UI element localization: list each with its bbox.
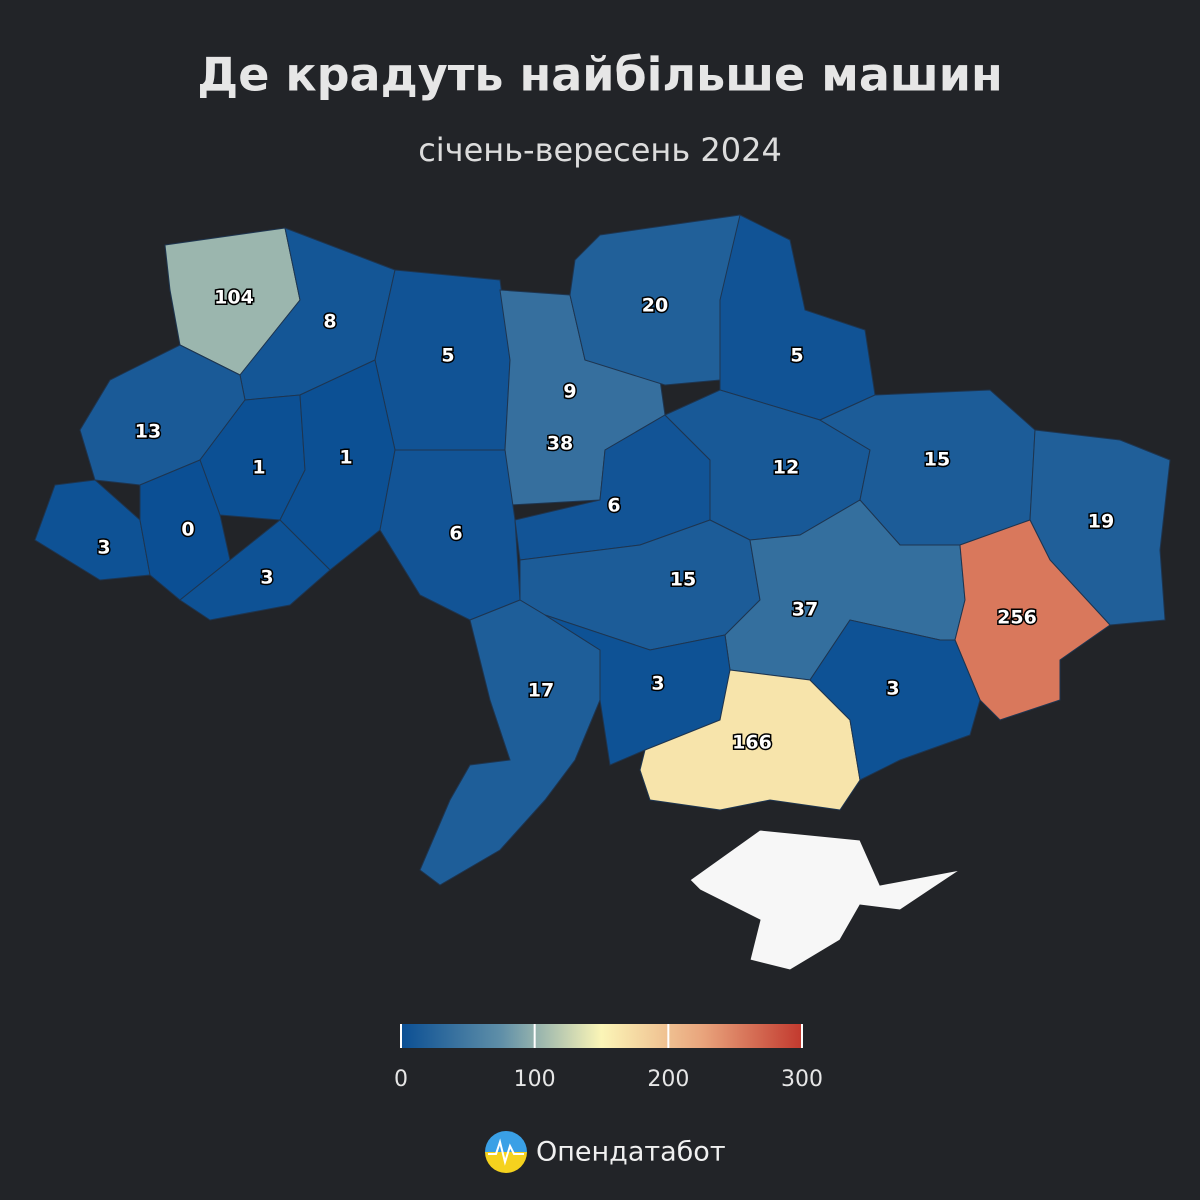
- region-label: 166: [732, 732, 772, 754]
- region-label: 256: [997, 607, 1037, 629]
- colorbar-tick-label: 200: [647, 1067, 689, 1092]
- region-label: 3: [260, 567, 273, 589]
- region: [279, 359, 396, 571]
- region-label: 6: [449, 523, 462, 545]
- colorbar: [401, 1024, 802, 1048]
- region-label: 17: [528, 680, 554, 702]
- region-label: 15: [670, 569, 696, 591]
- region-label: 5: [441, 345, 454, 367]
- region-label: 8: [323, 311, 336, 333]
- brand-logo: [485, 1131, 527, 1173]
- region-label: 19: [1088, 511, 1114, 533]
- region-label: 1: [339, 447, 352, 469]
- region-label: 6: [607, 495, 620, 517]
- title: Де крадуть найбільше машин: [197, 48, 1003, 102]
- region-label: 20: [642, 295, 668, 317]
- region-label: 9: [563, 381, 576, 403]
- region-label: 1: [252, 457, 265, 479]
- brand: Опендатабот: [536, 1137, 726, 1168]
- subtitle: січень-вересень 2024: [418, 131, 782, 169]
- brand-logo-line: [488, 1138, 524, 1166]
- region-label: 5: [790, 345, 803, 367]
- region: [809, 619, 981, 781]
- region-label: 12: [773, 457, 799, 479]
- colorbar-tick-label: 100: [514, 1067, 556, 1092]
- crimea: [689, 829, 961, 971]
- region: [179, 519, 331, 621]
- region-label: 104: [214, 287, 254, 309]
- region-label: 3: [886, 678, 899, 700]
- colorbar-tick-label: 300: [781, 1067, 823, 1092]
- region-label: 37: [792, 599, 818, 621]
- region-label: 38: [547, 433, 573, 455]
- region-label: 3: [97, 537, 110, 559]
- colorbar-tick-label: 0: [394, 1067, 408, 1092]
- region-label: 13: [135, 421, 161, 443]
- region-label: 15: [924, 449, 950, 471]
- region-label: 0: [181, 519, 194, 541]
- region: [954, 519, 1111, 721]
- region-label: 3: [651, 673, 664, 695]
- colorbar-ticks: 0 100 200 300: [394, 1024, 823, 1092]
